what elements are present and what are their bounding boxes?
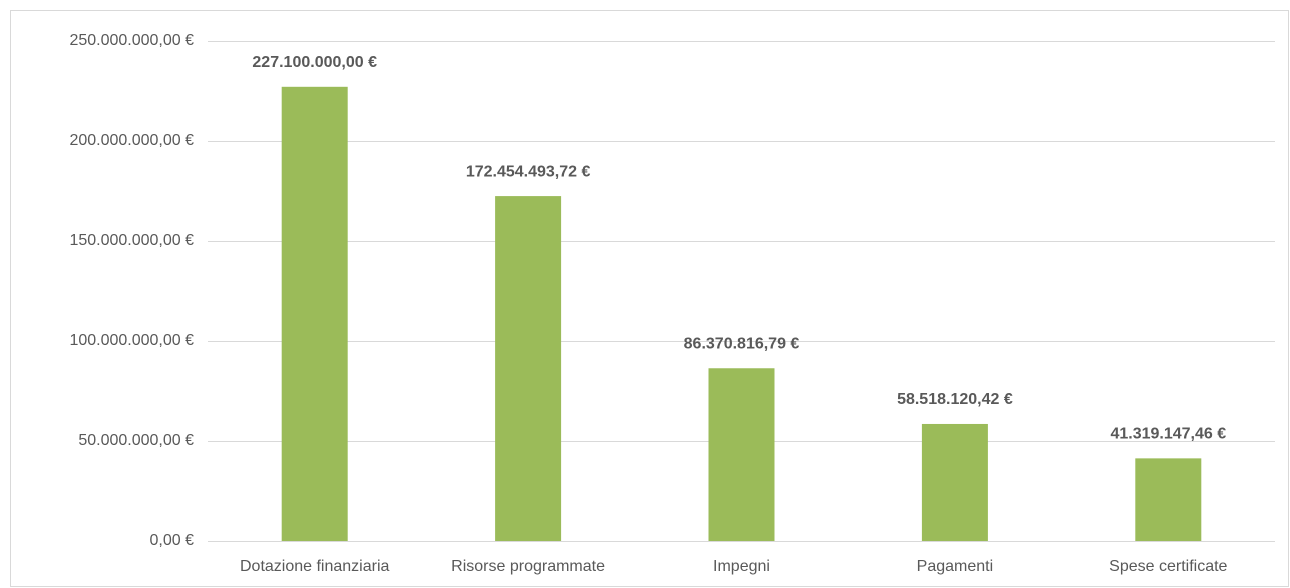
y-tick-label: 0,00 € xyxy=(150,532,195,549)
value-label: 227.100.000,00 € xyxy=(252,54,377,71)
x-tick-label: Impegni xyxy=(713,558,770,575)
y-tick-label: 50.000.000,00 € xyxy=(78,432,194,449)
y-tick-label: 200.000.000,00 € xyxy=(69,132,194,149)
value-label: 86.370.816,79 € xyxy=(684,335,800,352)
bar xyxy=(1135,458,1202,541)
value-label: 58.518.120,42 € xyxy=(897,391,1013,408)
chart-frame xyxy=(10,10,1289,587)
y-tick-label: 100.000.000,00 € xyxy=(69,332,194,349)
x-tick-label: Risorse programmate xyxy=(451,558,605,575)
x-tick-label: Pagamenti xyxy=(917,558,994,575)
bar xyxy=(708,368,775,541)
bar xyxy=(495,196,562,542)
value-label: 172.454.493,72 € xyxy=(466,163,591,180)
bar xyxy=(281,86,348,542)
y-tick-label: 250.000.000,00 € xyxy=(69,32,194,49)
x-tick-label: Dotazione finanziaria xyxy=(240,558,390,575)
bar xyxy=(921,423,988,541)
value-label: 41.319.147,46 € xyxy=(1110,426,1226,443)
y-tick-label: 150.000.000,00 € xyxy=(69,232,194,249)
x-tick-label: Spese certificate xyxy=(1109,558,1227,575)
